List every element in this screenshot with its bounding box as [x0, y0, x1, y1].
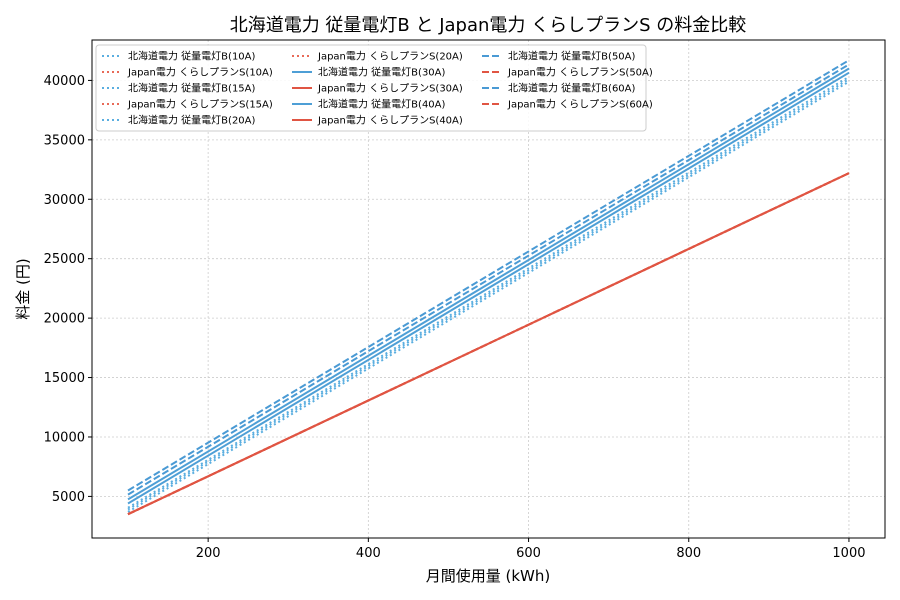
legend-item-label: 北海道電力 従量電灯B(60A) [508, 82, 636, 95]
legend-item-label: Japan電力 くらしプランS(50A) [507, 66, 653, 79]
axis-ticks: 200 400 600 800 1000 5000 10000 15000 20000 25000… [44, 74, 866, 561]
legend-item-label: Japan電力 くらしプランS(20A) [317, 50, 463, 63]
series-lines [127, 59, 850, 516]
x-tick-label: 600 [516, 546, 541, 561]
series-line-2 [127, 78, 850, 511]
grid [92, 40, 885, 538]
legend-item-label: 北海道電力 従量電灯B(10A) [128, 50, 256, 63]
y-tick-label: 10000 [44, 430, 85, 445]
legend-item-label: 北海道電力 従量電灯B(50A) [508, 50, 636, 63]
legend-item-label: Japan電力 くらしプランS(60A) [507, 98, 653, 111]
y-tick-label: 35000 [44, 133, 85, 148]
legend: 北海道電力 従量電灯B(10A) Japan電力 くらしプランS(10A) 北海道電… [95, 44, 653, 132]
legend-item-label: Japan電力 くらしプランS(15A) [127, 98, 273, 111]
legend-item-label: Japan電力 くらしプランS(30A) [317, 82, 463, 95]
series-line-9 [127, 172, 850, 516]
legend-item-label: 北海道電力 従量電灯B(20A) [128, 114, 256, 127]
x-tick-label: 1000 [832, 546, 865, 561]
series-line-13 [127, 172, 850, 516]
y-tick-label: 30000 [44, 193, 85, 208]
y-axis-label: 料金 (円) [14, 258, 32, 319]
x-tick-label: 800 [676, 546, 701, 561]
x-tick-label: 400 [356, 546, 381, 561]
legend-item-label: Japan電力 くらしプランS(40A) [317, 114, 463, 127]
series-line-6 [127, 71, 850, 505]
legend-item-label: 北海道電力 従量電灯B(15A) [128, 82, 256, 95]
legend-item-label: 北海道電力 従量電灯B(40A) [318, 98, 446, 111]
x-tick-label: 200 [196, 546, 221, 561]
chart-title: 北海道電力 従量電灯B と Japan電力 くらしプランS の料金比較 [230, 15, 747, 36]
y-tick-label: 40000 [44, 74, 85, 89]
y-tick-label: 5000 [52, 490, 85, 505]
legend-box [95, 44, 647, 132]
x-axis-label: 月間使用量 (kWh) [426, 567, 551, 585]
legend-item-label: Japan電力 くらしプランS(10A) [127, 66, 273, 79]
y-tick-label: 15000 [44, 371, 85, 386]
series-line-0 [127, 80, 850, 513]
series-line-4 [127, 75, 850, 509]
y-tick-label: 25000 [44, 252, 85, 267]
plot-frame [91, 39, 886, 539]
legend-item-label: 北海道電力 従量電灯B(30A) [318, 66, 446, 79]
y-tick-label: 20000 [44, 312, 85, 327]
series-line-8 [127, 67, 850, 501]
